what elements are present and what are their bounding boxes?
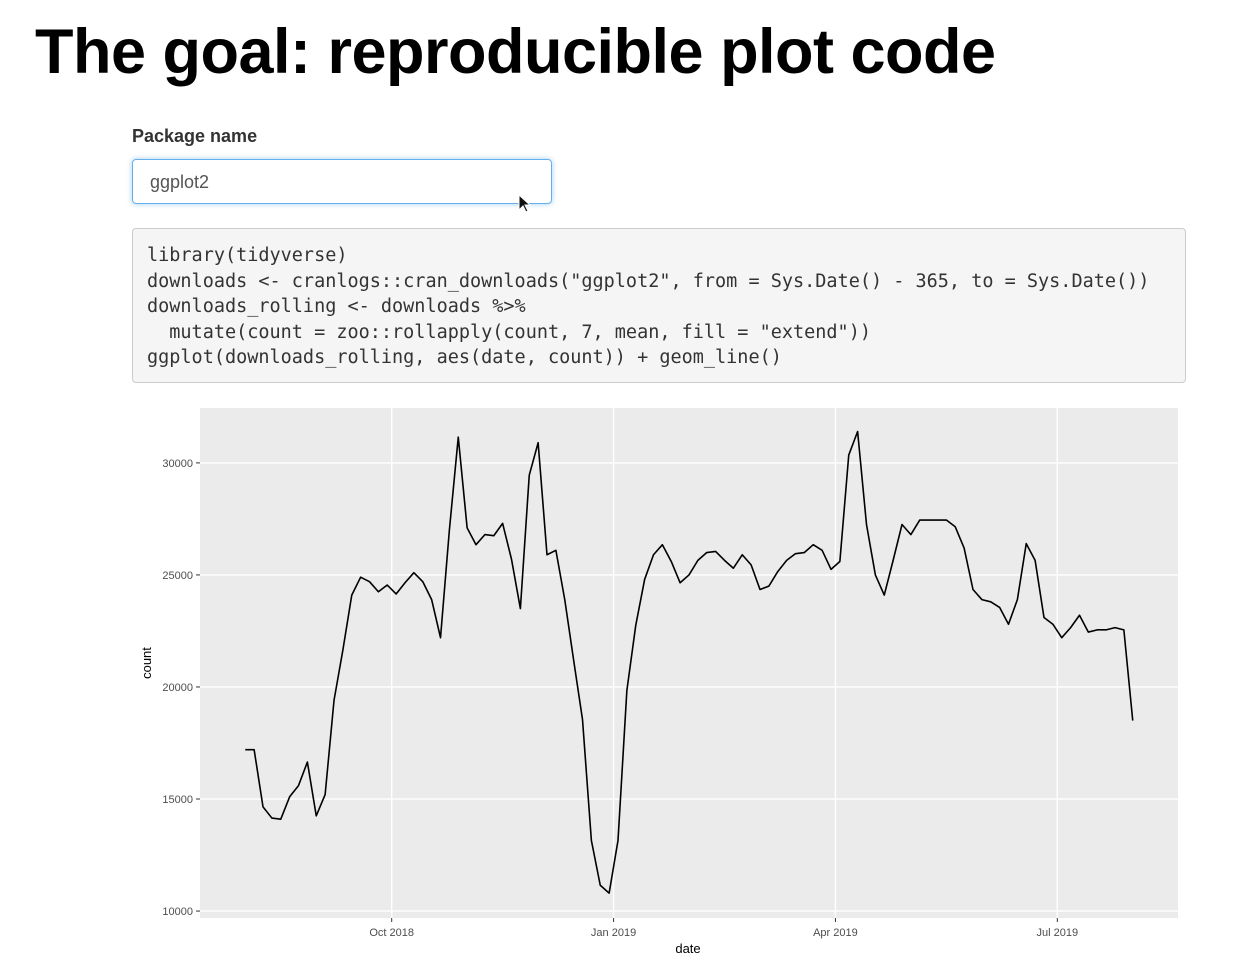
package-input[interactable]: ggplot2 [132,159,552,204]
y-tick-label: 15000 [162,794,193,806]
x-tick-label: Apr 2019 [813,927,858,939]
data-line [245,430,1134,894]
y-tick-label: 10000 [162,906,193,918]
y-tick-label: 20000 [162,682,193,694]
plot-panel [200,408,1178,918]
y-axis-title: count [139,647,154,679]
x-tick-label: Jul 2019 [1037,927,1079,939]
slide-title: The goal: reproducible plot code [35,17,996,87]
code-line: ggplot(downloads_rolling, aes(date, coun… [147,347,782,368]
code-line: downloads_rolling <- downloads %>% [147,296,526,317]
input-label: Package name [132,126,258,146]
x-axis-title: date [675,941,700,956]
code-line: downloads <- cranlogs::cran_downloads("g… [147,270,1150,292]
y-tick-label: 30000 [162,458,193,470]
mouse-cursor [518,193,532,213]
y-tick-label: 25000 [162,570,193,582]
code-line: mutate(count = zoo::rollapply(count, 7, … [147,321,871,343]
x-tick-label: Oct 2018 [369,927,414,939]
code-line: library(tidyverse) [147,245,348,266]
x-tick-label: Jan 2019 [591,927,636,939]
code-block: library(tidyverse) downloads <- cranlogs:… [132,228,1186,383]
